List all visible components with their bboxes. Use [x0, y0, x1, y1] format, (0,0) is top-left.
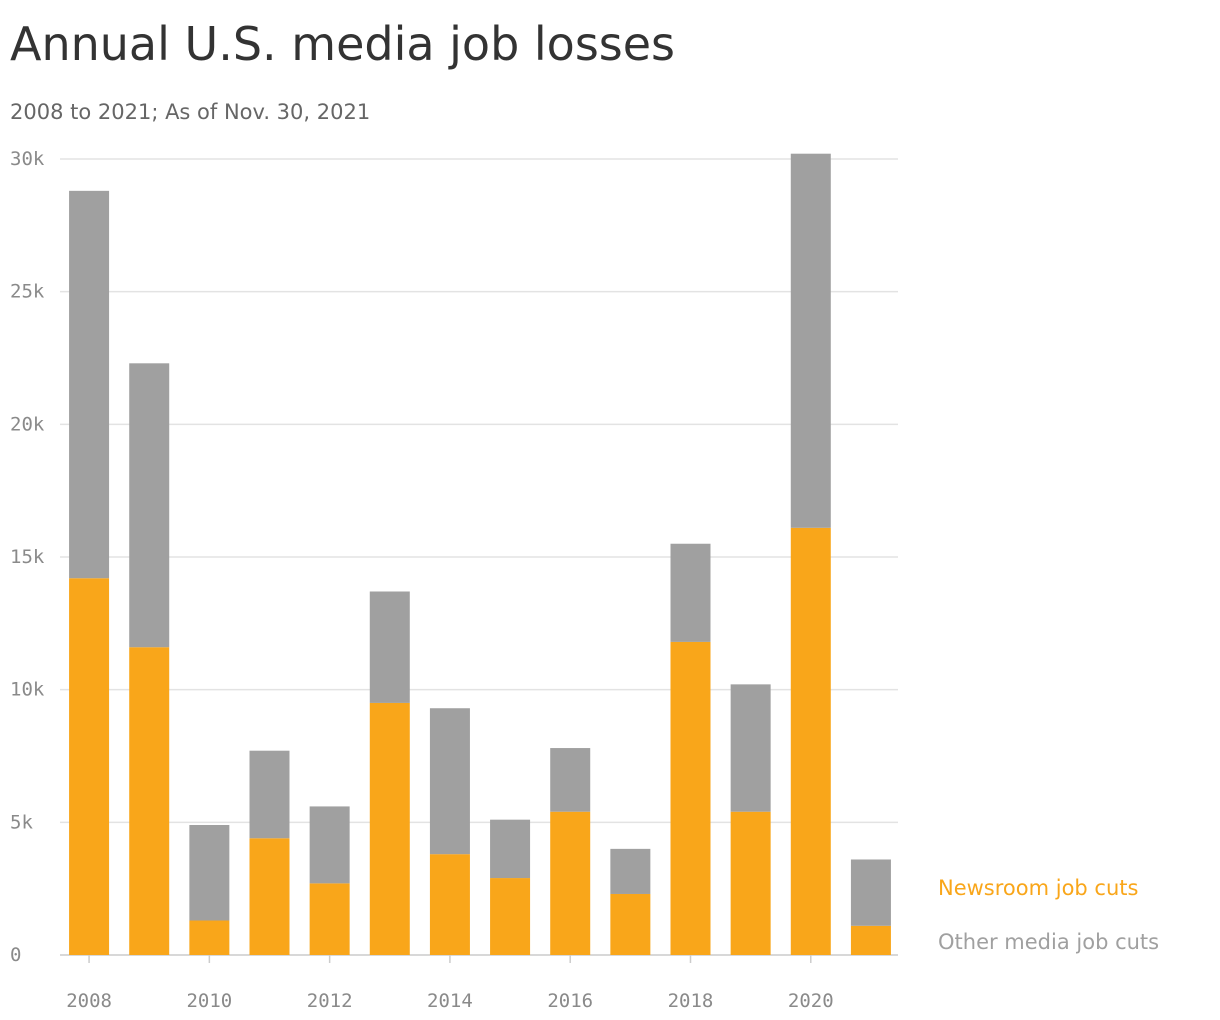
bar-segment	[670, 641, 711, 955]
x-tick-label: 2010	[186, 990, 232, 1012]
bar-segment	[249, 750, 290, 839]
bar-segment	[69, 190, 110, 579]
bar-segment	[730, 811, 771, 955]
bar-segment	[369, 702, 410, 955]
x-tick-label: 2016	[547, 990, 593, 1012]
x-tick-label: 2014	[427, 990, 473, 1012]
bar-segment	[429, 708, 470, 855]
y-tick-label: 5k	[10, 811, 33, 833]
bar-segment	[309, 806, 350, 884]
bar-segment	[730, 684, 771, 812]
y-tick-label: 25k	[10, 281, 45, 303]
y-tick-label: 15k	[10, 546, 45, 568]
bar-segment	[429, 854, 470, 955]
legend-entry: Newsroom job cuts	[938, 876, 1138, 900]
bar-segment	[189, 920, 230, 955]
y-tick-label: 0	[10, 944, 21, 966]
bar-segment	[790, 153, 831, 528]
x-tick-label: 2012	[307, 990, 353, 1012]
bar-segment	[850, 859, 891, 926]
chart-subtitle: 2008 to 2021; As of Nov. 30, 2021	[10, 100, 370, 124]
bar-segment	[610, 893, 651, 955]
bar-segment	[490, 819, 531, 879]
bar-segment	[129, 647, 170, 955]
x-tick-label: 2008	[66, 990, 112, 1012]
x-tick-label: 2020	[788, 990, 834, 1012]
bar-segment	[490, 878, 531, 955]
bar-segment	[249, 838, 290, 955]
bar-segment	[610, 848, 651, 894]
bar-segment	[790, 527, 831, 955]
bar-segment	[69, 578, 110, 955]
bar-segment	[309, 883, 350, 955]
bar-segment	[369, 591, 410, 703]
bar-segment	[670, 543, 711, 642]
bar-segment	[550, 748, 591, 812]
y-tick-label: 20k	[10, 413, 45, 435]
x-tick-label: 2018	[668, 990, 714, 1012]
legend-entry: Other media job cuts	[938, 930, 1159, 954]
bar-segment	[850, 925, 891, 955]
bar-segment	[189, 824, 230, 921]
y-tick-label: 10k	[10, 679, 45, 701]
bar-segment	[550, 811, 591, 955]
bar-segment	[129, 363, 170, 648]
y-tick-label: 30k	[10, 148, 45, 170]
chart-title: Annual U.S. media job losses	[10, 17, 675, 71]
